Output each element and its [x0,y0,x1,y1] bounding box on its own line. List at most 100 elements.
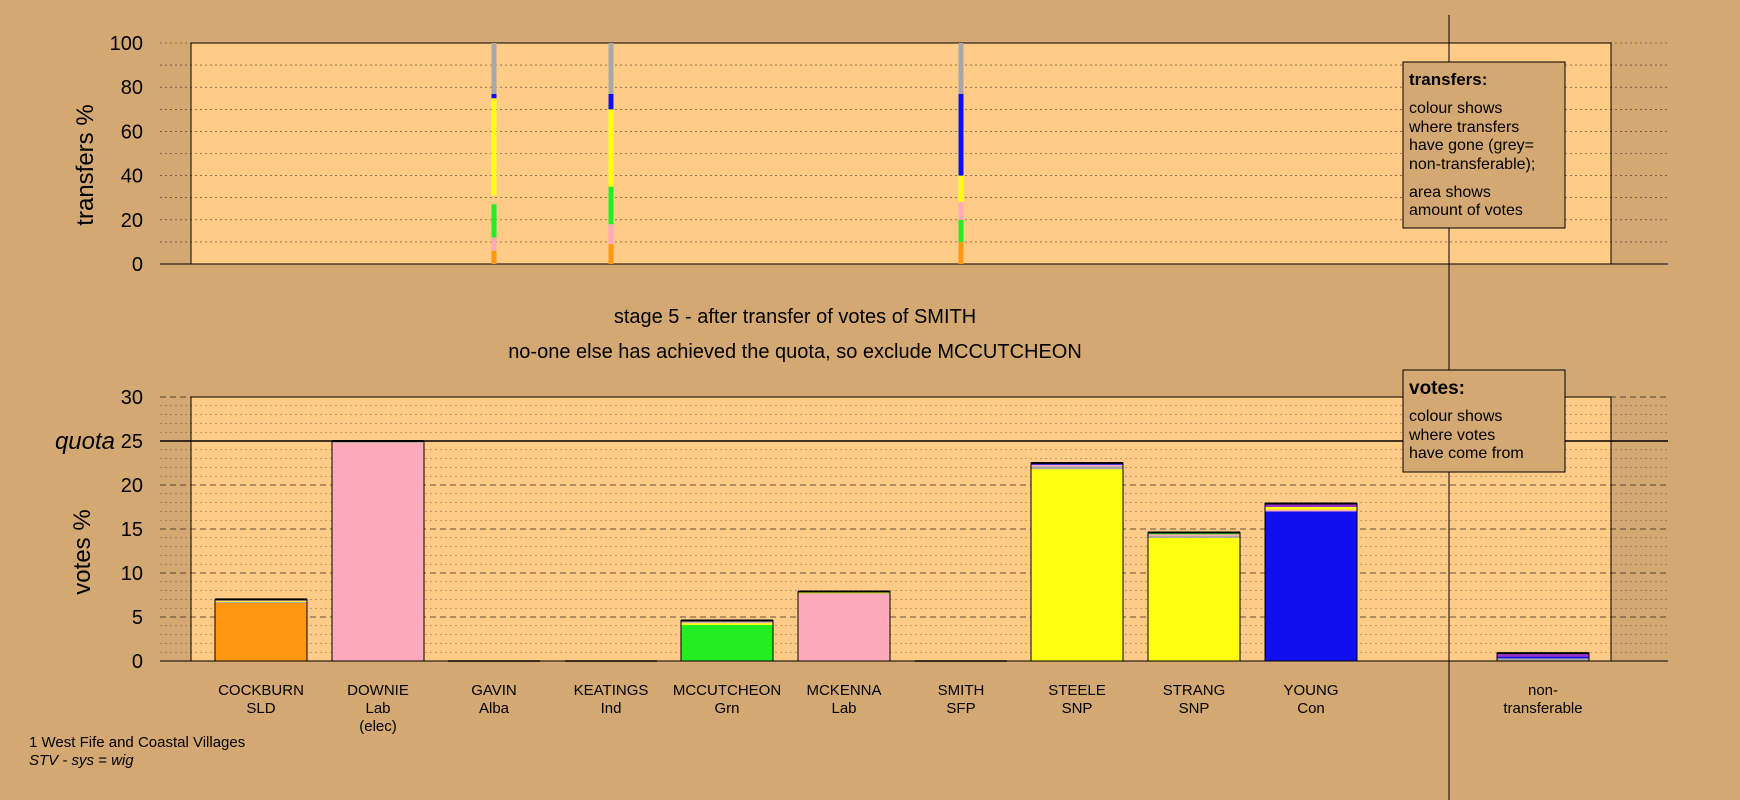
candidate-name: MCCUTCHEON [673,682,781,699]
vote-segment [1265,507,1357,510]
transfers-legend-line: where transfers [1408,119,1519,136]
candidate-name: COCKBURN [218,682,304,699]
transfers-y-tick: 80 [121,77,143,99]
votes-legend-line: colour shows [1409,408,1502,425]
transfer-segment [958,219,964,242]
transfers-bars [491,43,964,264]
vote-segment [215,602,307,661]
transfer-segment [608,224,614,245]
vote-segment [1265,509,1357,512]
candidate-name: MCKENNA [806,682,881,699]
vote-segment [1497,658,1589,661]
transfer-segment [608,109,614,187]
candidate-name: non- [1528,682,1558,699]
candidate-party: Grn [714,700,739,717]
candidate-party: SFP [946,700,975,717]
transfers-plot: 0 20 40 60 80 100 transfers % [72,33,1668,276]
transfer-segment [958,93,964,176]
transfer-segment [491,93,497,99]
transfer-segment [491,250,497,264]
votes-y-tick: 5 [132,607,143,629]
transfer-segment [958,241,964,264]
candidate-name: SMITH [938,682,985,699]
vote-segment [681,622,773,624]
candidate-party: Lab [831,700,856,717]
transfers-y-tick: 0 [132,254,143,276]
candidate-party: Lab [365,700,390,717]
candidate-party: SLD [246,700,275,717]
candidate-name: DOWNIE [347,682,409,699]
transfers-legend: transfers: colour shows where transfers … [1402,61,1566,229]
votes-legend-line: have come from [1409,445,1524,462]
vote-segment [1031,469,1123,661]
votes-bars [214,440,1590,662]
votes-category-labels: COCKBURNSLDDOWNIELab(elec)GAVINAlbaKEATI… [218,682,1583,735]
transfers-y-ticks: 0 20 40 60 80 100 [110,33,143,276]
votes-y-tick: 0 [132,651,143,673]
vote-segment [798,594,890,661]
candidate-party: Alba [479,700,510,717]
footer-system: STV - sys = wig [29,752,134,769]
transfer-segment [491,237,497,251]
vote-segment [1148,536,1240,538]
vote-segment [681,623,773,625]
transfer-segment [608,43,614,94]
candidate-name: STEELE [1048,682,1106,699]
vote-segment [1031,466,1123,470]
vote-segment [1497,656,1589,659]
votes-y-tick: 30 [121,387,143,409]
candidate-party: Ind [601,700,622,717]
vote-segment [332,442,424,661]
candidate-name: STRANG [1163,682,1226,699]
quota-label: quota [55,428,115,455]
vote-segment [1265,503,1357,507]
vote-segment [798,592,890,594]
transfers-legend-line: colour shows [1409,100,1502,117]
vote-segment [1031,464,1123,467]
transfers-legend-line: area shows [1409,184,1491,201]
candidate-status: (elec) [359,718,397,735]
candidate-name: YOUNG [1283,682,1338,699]
votes-y-ticks: 0 5 10 15 20 25 30 [121,387,143,673]
votes-axis-label: votes % [69,509,96,594]
transfer-segment [608,186,614,225]
transfers-y-tick: 100 [110,33,143,55]
vote-segment [1148,537,1240,661]
votes-legend: votes: colour shows where votes have com… [1402,369,1566,473]
votes-y-tick: 15 [121,519,143,541]
transfers-y-tick: 60 [121,121,143,143]
vote-segment [215,601,307,603]
transfers-legend-line: non-transferable); [1409,156,1535,173]
vote-segment [1497,653,1589,657]
candidate-party: SNP [1179,700,1210,717]
vote-segment [215,600,307,602]
vote-segment [215,602,307,603]
transfer-segment [608,93,614,110]
candidate-party: Con [1297,700,1325,717]
transfer-segment [491,204,497,238]
transfers-axis-label: transfers % [72,104,99,225]
transfer-segment [958,43,964,94]
votes-legend-line: where votes [1408,427,1495,444]
candidate-party: SNP [1062,700,1093,717]
vote-segment [798,593,890,595]
candidate-name: GAVIN [471,682,517,699]
transfers-legend-line: have gone (grey= [1409,137,1534,154]
votes-y-tick: 10 [121,563,143,585]
votes-y-tick: 25 [121,431,143,453]
candidate-name: KEATINGS [574,682,649,699]
transfer-segment [958,175,964,203]
footer-constituency: 1 West Fife and Coastal Villages [29,734,245,751]
transfers-y-tick: 40 [121,166,143,188]
candidate-name: transferable [1503,700,1582,717]
vote-segment [1148,534,1240,537]
vote-segment [1265,511,1357,661]
transfer-segment [608,244,614,264]
transfer-segment [491,98,497,196]
votes-legend-box [1402,369,1566,473]
transfer-segment [958,202,964,220]
stage-subtitle: no-one else has achieved the quota, so e… [508,341,1082,363]
stage-title: stage 5 - after transfer of votes of SMI… [614,306,976,328]
